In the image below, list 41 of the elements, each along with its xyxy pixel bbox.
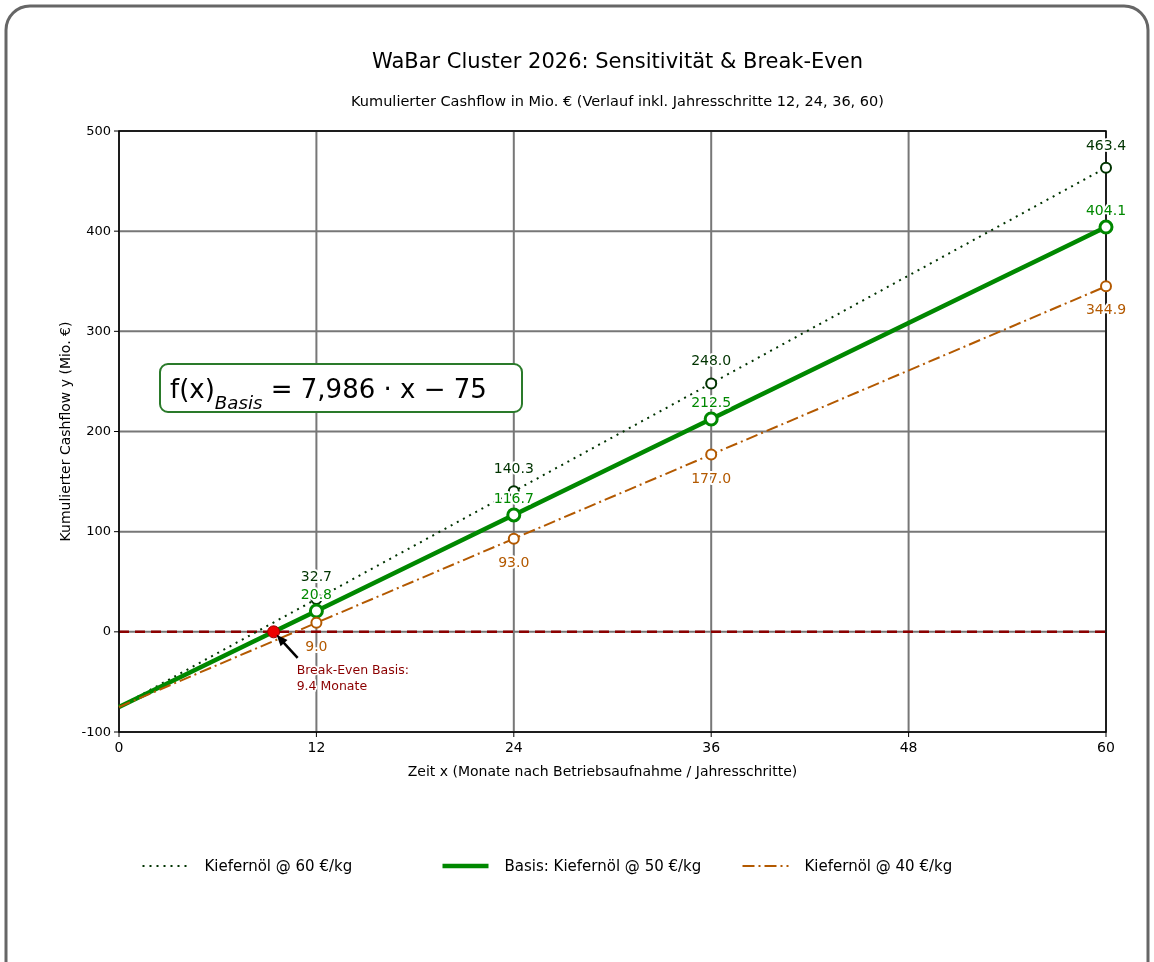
annotation: Break-Even Basis: 9.4 Monate [296, 661, 410, 693]
point [308, 603, 324, 619]
data-label: 93.0 [498, 553, 530, 570]
y-tick-label: 300 [86, 322, 111, 338]
chart-title: WaBar Cluster 2026: Sensitivität & Break-Even [371, 49, 864, 73]
y-tick-label: -100 [81, 723, 111, 739]
y-tick-label: 0 [102, 623, 111, 639]
y-axis-title: Kumulierter Cashflow y (Mio. €) [57, 321, 73, 542]
annotation: f(x)$_{Basis}$ = 7,986 · x − 75 [170, 374, 487, 413]
y-tick-label: 400 [86, 222, 111, 238]
point [1098, 219, 1114, 235]
legend-label: Kiefernöl @ 60 €/kg [204, 856, 353, 875]
x-tick-label: 12 [307, 739, 326, 755]
x-tick-label: 48 [899, 739, 918, 755]
data-label: 32.7 [300, 568, 332, 585]
x-tick-label: 24 [504, 739, 523, 755]
y-tick-label: 500 [86, 122, 111, 138]
point [705, 448, 718, 461]
point [310, 616, 323, 629]
point [1100, 280, 1112, 293]
y-tick-label: 200 [86, 423, 111, 438]
point [507, 532, 520, 545]
data-label: 116.7 [493, 489, 534, 506]
chart-subtitle: Kumulierter Cashflow in Mio. € (Verlauf inkl. Jahresschritte 12, 24, 36, 60) [351, 93, 884, 109]
y-tick-label: 100 [86, 523, 111, 539]
x-tick-label: 36 [702, 739, 721, 755]
point [267, 625, 281, 639]
data-label: 248.0 [691, 352, 732, 369]
point [1100, 161, 1112, 174]
x-axis-title: Zeit x (Monate nach Betriebsaufnahme / Jahresschritte) [407, 763, 798, 779]
point [703, 411, 719, 427]
x-tick-label: 0 [114, 739, 124, 755]
point [506, 507, 522, 523]
data-label: 212.5 [691, 393, 732, 410]
data-label: 177.0 [691, 469, 732, 486]
point [705, 377, 718, 390]
x-tick-label: 60 [1097, 739, 1115, 755]
data-label: 9.0 [305, 637, 328, 654]
legend-label: Kiefernöl @ 40 €/kg [804, 856, 953, 875]
legend-label: Basis: Kiefernöl @ 50 €/kg [504, 856, 702, 875]
data-label: 140.3 [493, 460, 534, 477]
